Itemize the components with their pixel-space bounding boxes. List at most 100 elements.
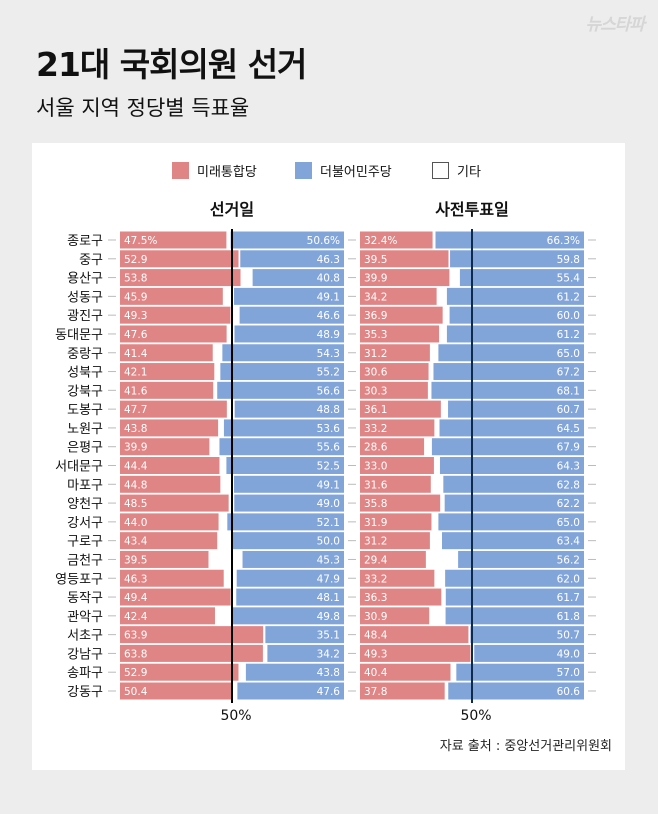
bar-더불어민주당 [459, 269, 584, 287]
data-label: 33.2 [364, 573, 387, 585]
data-label: 63.4 [557, 536, 581, 548]
bar-미래통합당 [120, 569, 224, 587]
category-label: 강서구 [67, 516, 103, 531]
bar-더불어민주당 [234, 475, 344, 493]
bar-더불어민주당 [267, 644, 344, 662]
data-label: 39.5 [364, 254, 387, 266]
legend-item-blue: 더불어민주당 [295, 160, 392, 180]
legend-item-other: 기타 [432, 160, 481, 180]
data-label: 49.3 [364, 648, 387, 660]
bar-더불어민주당 [234, 325, 344, 343]
data-label: 33.2 [364, 423, 387, 435]
source-note: 자료 출처 : 중앙선거관리위원회 [439, 739, 612, 754]
data-label: 36.9 [364, 310, 387, 322]
data-label: 47.7 [124, 404, 147, 416]
data-label: 67.2 [557, 367, 580, 379]
data-label: 66.3% [547, 235, 580, 247]
bar-더불어민주당 [446, 325, 584, 343]
data-label: 39.9 [364, 273, 387, 285]
data-label: 60.6 [557, 686, 581, 698]
category-label: 용산구 [67, 272, 103, 287]
bar-더불어민주당 [234, 494, 344, 512]
data-label: 56.6 [317, 385, 341, 397]
data-label: 56.2 [557, 554, 580, 566]
data-label: 35.8 [364, 498, 387, 510]
category-label: 동작구 [67, 591, 103, 606]
bar-미래통합당 [360, 550, 426, 568]
bar-더불어민주당 [439, 419, 584, 437]
bar-미래통합당 [120, 494, 229, 512]
data-label: 44.8 [124, 479, 147, 491]
bar-미래통합당 [120, 513, 219, 531]
data-label: 40.8 [317, 273, 340, 285]
bar-더불어민주당 [252, 269, 344, 287]
bar-더불어민주당 [232, 607, 344, 625]
category-label: 광진구 [67, 309, 103, 324]
bar-미래통합당 [120, 419, 219, 437]
page-subtitle: 서울 지역 정당별 득표율 [36, 96, 250, 120]
bar-더불어민주당 [445, 607, 584, 625]
bar-더불어민주당 [449, 306, 584, 324]
bar-더불어민주당 [240, 250, 344, 268]
category-label: 은평구 [67, 441, 103, 456]
bar-미래통합당 [360, 644, 471, 662]
data-label: 44.0 [124, 517, 147, 529]
bar-더불어민주당 [223, 419, 344, 437]
bar-미래통합당 [120, 475, 221, 493]
data-label: 55.2 [317, 367, 340, 379]
data-label: 49.1 [317, 291, 340, 303]
data-label: 59.8 [557, 254, 580, 266]
bar-미래통합당 [120, 306, 231, 324]
bar-더불어민주당 [234, 400, 344, 418]
data-label: 49.1 [317, 479, 340, 491]
category-label: 송파구 [67, 666, 103, 681]
data-label: 53.6 [317, 423, 341, 435]
data-label: 31.6 [364, 479, 388, 491]
bar-더불어민주당 [226, 457, 344, 474]
chart-title-early-voting: 사전투표일 [435, 200, 509, 219]
data-label: 43.8 [124, 423, 147, 435]
category-label: 강북구 [67, 384, 103, 399]
bar-미래통합당 [120, 550, 209, 568]
bar-더불어민주당 [446, 287, 584, 305]
legend-label: 기타 [457, 164, 481, 180]
data-label: 36.3 [364, 592, 387, 604]
bar-더불어민주당 [470, 626, 584, 644]
data-label: 47.6 [124, 329, 148, 341]
bar-미래통합당 [120, 607, 215, 625]
chart-title-election-day: 선거일 [209, 200, 255, 219]
bar-더불어민주당 [219, 438, 344, 456]
bar-미래통합당 [120, 269, 241, 287]
legend-swatch [432, 161, 449, 179]
bar-미래통합당 [360, 344, 430, 362]
bar-더불어민주당 [443, 475, 584, 493]
bar-미래통합당 [360, 325, 440, 343]
bar-더불어민주당 [222, 344, 344, 362]
bar-미래통합당 [360, 231, 433, 249]
data-label: 46.3 [124, 573, 147, 585]
bar-미래통합당 [120, 663, 239, 681]
data-label: 35.3 [364, 329, 387, 341]
bar-더불어민주당 [458, 550, 584, 568]
data-label: 44.4 [124, 461, 148, 473]
category-label: 관악구 [67, 610, 103, 625]
bar-더불어민주당 [431, 381, 584, 399]
category-label: 금천구 [67, 553, 103, 568]
bar-더불어민주당 [445, 569, 584, 587]
category-label: 마포구 [67, 478, 103, 493]
bar-미래통합당 [360, 438, 425, 456]
data-label: 41.4 [124, 348, 148, 360]
data-label: 49.0 [317, 498, 340, 510]
data-label: 50.7 [557, 630, 580, 642]
data-label: 62.0 [557, 573, 580, 585]
data-label: 37.8 [364, 686, 387, 698]
bar-더불어민주당 [444, 494, 584, 512]
category-label: 도봉구 [67, 403, 103, 418]
bar-더불어민주당 [474, 644, 584, 662]
data-label: 34.2 [364, 291, 387, 303]
data-label: 62.8 [557, 479, 580, 491]
data-label: 68.1 [557, 385, 580, 397]
bar-미래통합당 [360, 400, 441, 418]
bar-더불어민주당 [236, 569, 344, 587]
category-label: 노원구 [67, 422, 103, 437]
